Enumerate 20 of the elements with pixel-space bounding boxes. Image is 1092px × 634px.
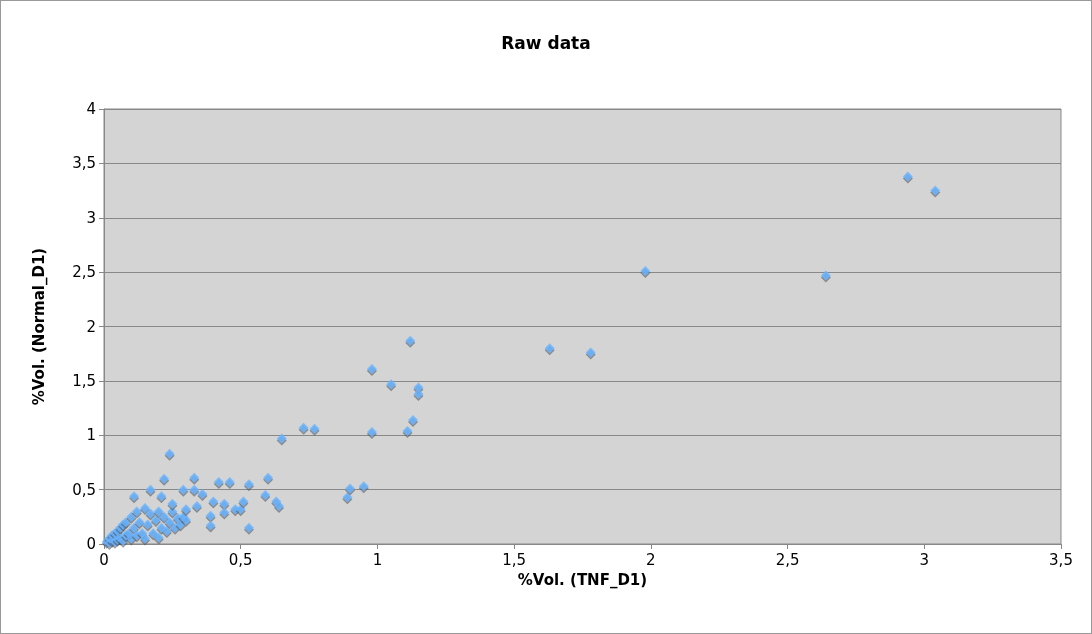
x-tick-label: 3,5 xyxy=(1049,550,1073,569)
x-tick-label: 1,5 xyxy=(502,550,527,569)
y-axis-title: %Vol. (Normal_D1) xyxy=(29,247,48,406)
x-tick-label: 1 xyxy=(372,550,383,569)
y-tick-label: 1,5 xyxy=(72,371,96,390)
y-tick-label: 3,5 xyxy=(72,154,96,173)
y-tick-label: 0,5 xyxy=(72,480,96,499)
x-tick-label: 2 xyxy=(646,550,656,569)
x-axis-title: %Vol. (TNF_D1) xyxy=(517,570,648,589)
y-tick-label: 4 xyxy=(86,100,96,118)
x-tick-label: 0,5 xyxy=(228,550,253,569)
x-tick-label: 3 xyxy=(919,550,930,569)
chart-title: Raw data xyxy=(501,32,591,53)
y-tick-label: 2,5 xyxy=(72,263,96,282)
y-tick-label: 2 xyxy=(86,317,96,336)
x-tick-label: 2,5 xyxy=(775,550,800,569)
y-tick-label: 1 xyxy=(86,426,96,445)
y-tick-label: 0 xyxy=(86,535,96,553)
x-tick-label: 0 xyxy=(99,550,109,569)
y-tick-label: 3 xyxy=(86,208,96,227)
